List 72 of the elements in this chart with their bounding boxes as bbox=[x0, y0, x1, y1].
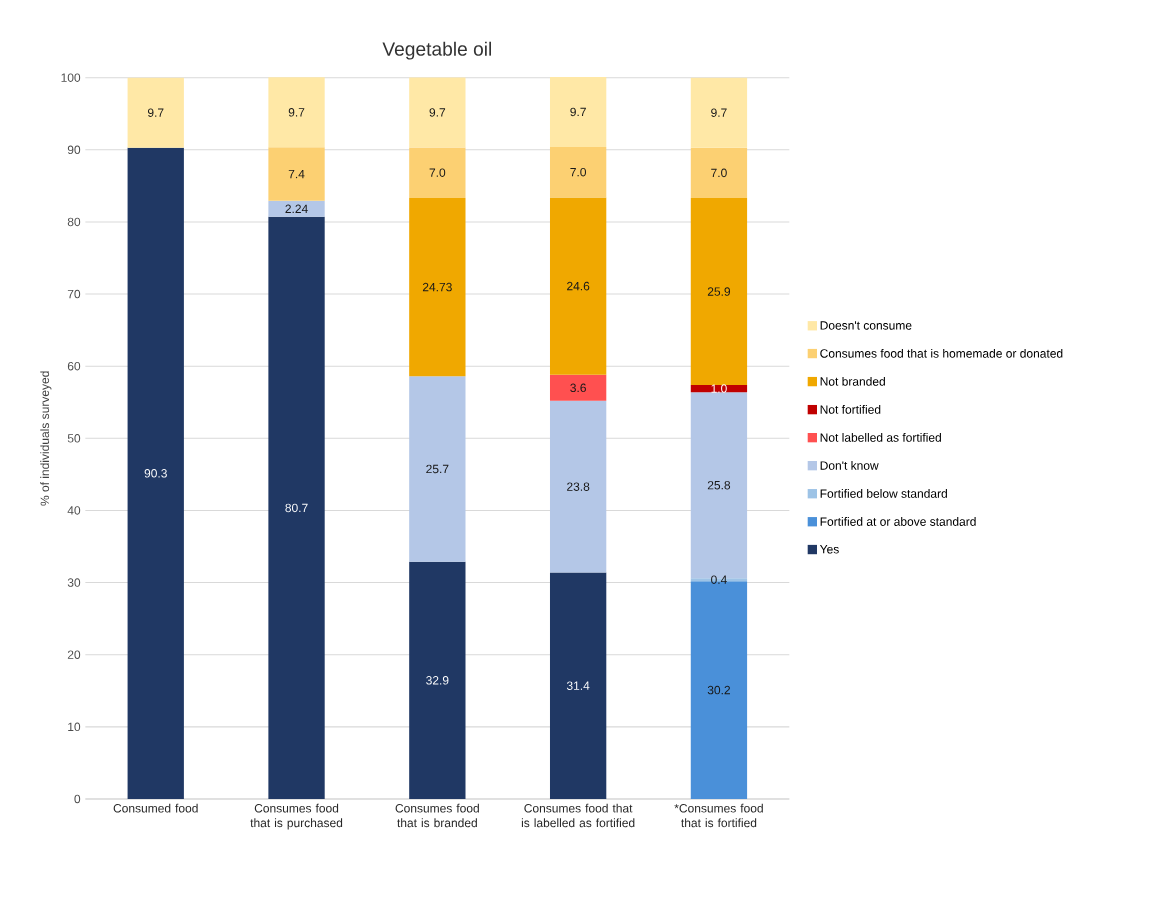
data-label: 7.0 bbox=[570, 167, 587, 177]
legend-label: Not labelled as fortified bbox=[820, 432, 941, 442]
legend-label: Don't know bbox=[820, 461, 879, 470]
x-tick-label: Consumes food that is purchased bbox=[250, 803, 343, 830]
data-label: 25.7 bbox=[426, 464, 449, 474]
legend-label: Consumes food that is homemade or donated bbox=[820, 348, 1063, 358]
bar bbox=[127, 147, 184, 799]
bar bbox=[268, 147, 325, 201]
data-label: 3.6 bbox=[570, 383, 586, 393]
x-tick-label: Consumes food that is labelled as fortified bbox=[521, 803, 635, 828]
bar bbox=[268, 216, 325, 799]
data-label: 9.7 bbox=[429, 108, 446, 117]
y-tick-label: 100 bbox=[61, 73, 81, 82]
bar bbox=[268, 200, 325, 217]
y-tick-label: 0 bbox=[74, 794, 81, 804]
bar bbox=[549, 400, 607, 573]
bar bbox=[549, 197, 607, 375]
x-tick-label: Consumes food that is branded bbox=[395, 803, 479, 828]
chart-title: Vegetable oil bbox=[382, 41, 492, 60]
legend-label: Fortified below standard bbox=[820, 489, 947, 498]
data-label: 80.7 bbox=[285, 503, 308, 513]
y-tick-label: 20 bbox=[67, 650, 81, 659]
data-label: 30.2 bbox=[707, 685, 730, 695]
data-label: 9.7 bbox=[711, 108, 727, 117]
legend-label: Doesn't consume bbox=[820, 321, 912, 330]
bar bbox=[690, 147, 748, 199]
y-tick-label: 90 bbox=[67, 145, 81, 155]
data-label: 25.8 bbox=[707, 480, 731, 490]
data-label: 9.7 bbox=[570, 107, 586, 117]
bar bbox=[409, 376, 466, 562]
data-label: 24.6 bbox=[567, 281, 590, 291]
bar bbox=[549, 572, 607, 799]
data-label: 2.24 bbox=[285, 204, 308, 213]
y-tick-label: 50 bbox=[67, 434, 81, 443]
bar bbox=[409, 561, 466, 799]
data-label: 7.4 bbox=[288, 169, 305, 179]
y-tick-label: 70 bbox=[67, 289, 81, 299]
bar bbox=[409, 197, 466, 377]
x-tick-label: Consumed food bbox=[113, 803, 198, 813]
bar bbox=[268, 77, 325, 148]
data-label: 24.73 bbox=[422, 282, 452, 292]
y-axis-title: % of individuals surveyed bbox=[40, 371, 52, 506]
data-label: 32.9 bbox=[426, 676, 449, 685]
y-tick-label: 10 bbox=[68, 722, 81, 732]
data-label: 23.8 bbox=[567, 482, 590, 491]
data-label: 0.4 bbox=[711, 575, 727, 584]
bar bbox=[690, 198, 748, 385]
bar bbox=[549, 76, 607, 147]
bar bbox=[690, 384, 748, 393]
data-label: 9.7 bbox=[147, 108, 164, 117]
data-label: 1.0 bbox=[711, 384, 727, 393]
data-label: 7.0 bbox=[429, 168, 446, 177]
bar bbox=[549, 146, 607, 198]
y-tick-label: 80 bbox=[67, 217, 81, 227]
data-label: 7.0 bbox=[711, 168, 727, 178]
bar bbox=[549, 374, 607, 401]
data-label: 31.4 bbox=[566, 681, 590, 690]
y-tick-label: 60 bbox=[67, 361, 81, 371]
y-tick-label: 30 bbox=[67, 578, 81, 587]
x-tick-label: *Consumes food that is fortified bbox=[674, 803, 763, 828]
bar bbox=[127, 77, 184, 148]
y-tick-label: 40 bbox=[67, 506, 81, 515]
legend-label: Not branded bbox=[820, 376, 885, 386]
legend-label: Fortified at or above standard bbox=[820, 517, 976, 526]
data-label: 90.3 bbox=[144, 469, 167, 478]
bar bbox=[409, 77, 466, 148]
legend-label: Not fortified bbox=[820, 404, 881, 414]
bar bbox=[409, 147, 466, 198]
data-label: 25.9 bbox=[707, 287, 731, 296]
data-label: 9.7 bbox=[288, 108, 305, 117]
legend-label: Yes bbox=[819, 545, 839, 554]
bar bbox=[690, 77, 748, 148]
